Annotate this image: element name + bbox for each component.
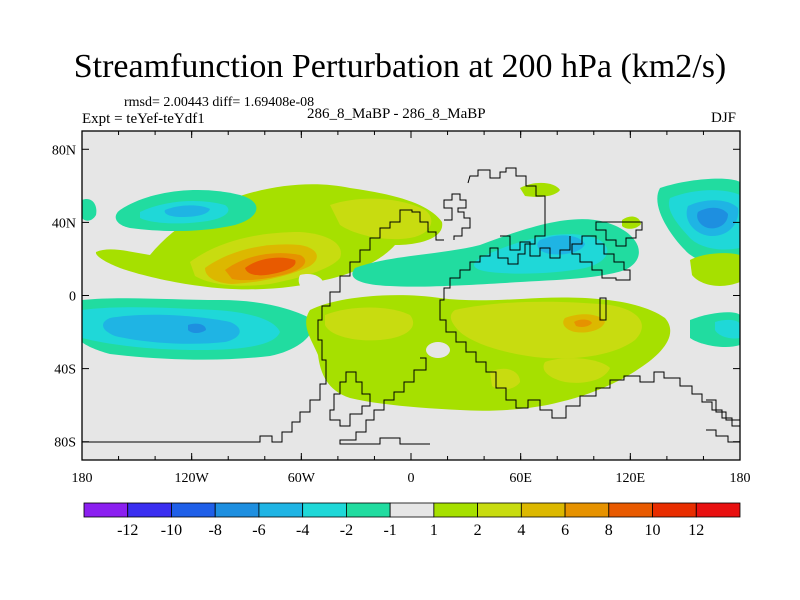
contour-negative-nh-west-edge [82,199,97,221]
colorbar-swatch [345,502,391,518]
colorbar-swatch [695,502,741,518]
contour-negative-6-nh-pacific [697,207,728,229]
colorbar-label: -10 [161,522,182,539]
colorbar-label: -1 [383,522,396,539]
colorbar: -12 -10 -8 -6 -4 -2 -1 1 2 4 6 8 10 12 [83,502,741,539]
colorbar-swatch [127,502,172,518]
y-tick-label: 40N [52,216,76,231]
contour-band-2-nh-central [330,198,432,240]
outline-asia-a [595,221,643,247]
colorbar-swatch [302,502,347,518]
x-tick-label: 60W [288,471,316,486]
contour-negative-4-eurasia [537,235,585,255]
outline-south-america [339,357,430,445]
chart-title: Streamfunction Perturbation at 200 hPa (… [73,48,727,85]
neutral-hole-sh-central [298,273,324,293]
colorbar-label: -8 [209,522,222,539]
y-tick-label: 80N [52,143,76,158]
colorbar-label: -4 [296,522,309,539]
x-tick-label: 120W [175,471,210,486]
experiment-label: Expt = teYef-teYdf1 [82,111,205,127]
contour-positive-2-sh-south [490,368,520,390]
contour-negative-6-sh-west [188,323,206,333]
colorbar-label: 10 [645,522,661,539]
colorbar-label: -2 [340,522,353,539]
x-tick-label: 120E [616,471,646,486]
outline-eurasia-north [500,235,571,259]
x-tick-label: 0 [408,471,415,486]
colorbar-swatch [608,502,653,518]
x-tick-label: 60E [509,471,532,486]
rmsd-diff-label: rmsd= 2.00443 diff= 1.69408e-08 [124,95,315,110]
neutral-hole-sh-atlantic [426,342,450,358]
outline-antarctica [706,399,740,421]
outline-americas [439,167,740,427]
contour-band-6-sh-indian [574,319,592,327]
contour-band-8-nh-west [245,257,296,276]
colorbar-swatch [258,502,304,518]
colorbar-label: 8 [605,522,613,539]
colorbar-label: -12 [117,522,138,539]
outline-maritime-continent [599,297,607,321]
contour-field [82,131,740,460]
x-tick-label: 180 [730,471,751,486]
colorbar-swatch [520,502,566,518]
colorbar-label: 2 [474,522,482,539]
colorbar-label: 1 [430,522,438,539]
colorbar-swatch [214,502,260,518]
colorbar-swatch [652,502,697,518]
case-label: 286_8_MaBP - 286_8_MaBP [307,106,486,122]
colorbar-label: 12 [688,522,704,539]
colorbar-label: 6 [561,522,569,539]
colorbar-swatch [83,502,129,518]
y-tick-label: 0 [69,290,76,305]
colorbar-swatch [389,502,435,518]
colorbar-label: -6 [252,522,265,539]
land-outline [82,167,740,445]
contour-positive-nh-pacific-south [690,253,740,286]
outline-asia-b [571,235,631,281]
y-tick-label: 40S [54,363,76,378]
contour-negative-4-nh-north-america [164,205,210,217]
colorbar-swatch [433,502,479,518]
outline-greenland [82,209,444,443]
season-label: DJF [711,110,737,126]
outline-africa [329,371,371,427]
y-tick-label: 80S [54,436,76,451]
x-tick-label: 180 [72,471,93,486]
axes: 180 120W 60W 0 60E 120E 180 80N 40N 0 40S 80S [52,131,751,486]
contour-positive-2-sh-pacific [543,358,610,383]
contour-negative-2-sh-east-edge [715,319,740,339]
outline-antarctic-coast [706,429,740,443]
colorbar-swatch [564,502,610,518]
colorbar-swatch [477,502,522,518]
contour-positive-pacific-small [622,216,641,229]
neutral-hole-sh-west [200,385,214,395]
contour-positive-2-sh-atlantic [325,307,414,341]
outline-north-america [443,193,471,240]
colorbar-swatch [171,502,216,518]
contour-negative-4-sh-west [103,314,240,344]
colorbar-label: 4 [517,522,525,539]
